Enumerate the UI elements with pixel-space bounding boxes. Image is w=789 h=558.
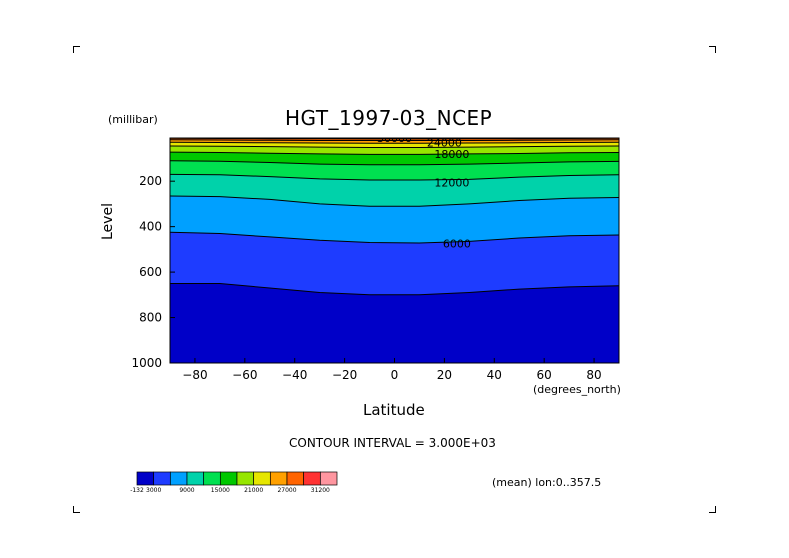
corner-mark-bottom-left	[73, 506, 80, 513]
contour-label: 6000	[443, 238, 471, 251]
colorbar-swatch	[219, 471, 238, 486]
y-tick-label: 1000	[131, 356, 162, 370]
colorbar-swatch	[236, 471, 255, 486]
contour-label: 12000	[434, 176, 469, 189]
y-tick-label: 800	[139, 311, 162, 325]
colorbar-swatch	[303, 471, 321, 486]
colorbar-swatch	[319, 471, 338, 486]
colorbar-swatch	[253, 471, 271, 486]
colorbar-swatch	[286, 471, 305, 486]
colorbar-label: 9000	[179, 487, 194, 494]
contour-line	[170, 145, 619, 148]
colorbar-swatch	[136, 471, 155, 486]
contour-line	[170, 151, 619, 155]
corner-mark-top-left	[73, 46, 80, 53]
contour-line	[170, 195, 619, 207]
corner-mark-top-right	[709, 46, 716, 53]
colorbar-label: 15000	[211, 487, 230, 494]
x-tick-label: −80	[182, 368, 207, 382]
x-tick-label: 0	[391, 368, 399, 382]
contour-line	[170, 138, 619, 140]
y-tick-label: 200	[139, 174, 162, 188]
y-tick-label: 600	[139, 265, 162, 279]
colorbar-label: -132	[130, 487, 144, 494]
chart-title: HGT_1997-03_NCEP	[285, 106, 493, 130]
colorbar-label: 27000	[277, 487, 296, 494]
x-tick-label: 60	[537, 368, 552, 382]
x-tick-label: −40	[282, 368, 307, 382]
y-tick-label: 400	[139, 220, 162, 234]
x-tick-label: 80	[586, 368, 601, 382]
contour-line	[170, 283, 619, 296]
colorbar-label: 21000	[244, 487, 263, 494]
y-axis-units: (millibar)	[108, 113, 158, 126]
contour-label: 30000	[377, 132, 412, 145]
contour-line	[170, 139, 619, 141]
contour-line	[170, 231, 619, 244]
colorbar-swatch	[153, 471, 171, 486]
colorbar-swatch	[203, 471, 221, 486]
colorbar: -132 3000 9000 15000 21000 27000 31200	[130, 471, 338, 494]
contour-label: 18000	[434, 148, 469, 161]
colorbar-swatch	[186, 471, 205, 486]
corner-mark-bottom-right	[709, 506, 716, 513]
colorbar-label: 31200	[311, 487, 330, 494]
mean-note: (mean) lon:0..357.5	[492, 476, 602, 489]
x-tick-label: 40	[487, 368, 502, 382]
colorbar-swatch	[269, 471, 288, 486]
contour-line	[170, 141, 619, 144]
x-axis-units: (degrees_north)	[533, 383, 621, 396]
colorbar-swatch	[169, 471, 188, 486]
x-tick-label: 20	[437, 368, 452, 382]
x-tick-label: −60	[232, 368, 257, 382]
x-axis-label: Latitude	[363, 401, 425, 419]
contour-interval-note: CONTOUR INTERVAL = 3.000E+03	[289, 436, 496, 450]
contour-line	[170, 173, 619, 181]
contour-line	[170, 160, 619, 166]
axes: −80 −60 −40 −20 0 20 40 60 80 200 400 600 800 1000	[131, 137, 620, 382]
x-tick-label: −20	[332, 368, 357, 382]
contour-label: 24000	[427, 137, 462, 150]
colorbar-label: 3000	[146, 487, 161, 494]
